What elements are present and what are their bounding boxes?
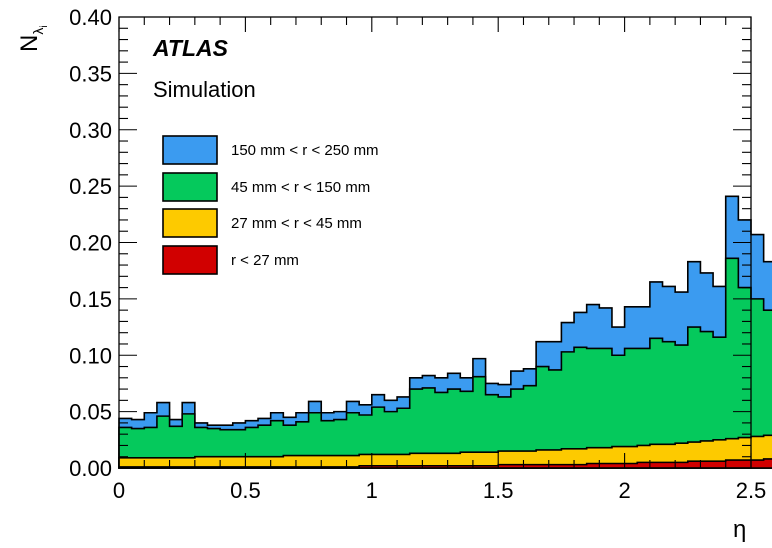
series-area-3: [118, 458, 772, 469]
x-tick-label: 2.5: [736, 478, 767, 503]
axis-ticks: [118, 16, 752, 469]
y-tick-label: 0.00: [69, 456, 112, 481]
legend: 150 mm < r < 250 mm 45 mm < r < 150 mm 27 …: [162, 135, 379, 275]
y-axis-title-subscript: λ: [30, 28, 46, 35]
x-tick-label: 0: [113, 478, 125, 503]
y-tick-label: 0.05: [69, 400, 112, 425]
x-tick-labels: 0 0.5 1 1.5 2 2.5: [113, 478, 766, 503]
legend-label: r < 27 mm: [231, 252, 299, 269]
svg-text:Nλi: Nλi: [16, 25, 50, 52]
series-area-1: [118, 257, 772, 469]
y-tick-label: 0.10: [69, 343, 112, 368]
y-tick-label: 0.25: [69, 174, 112, 199]
legend-swatch: [162, 135, 218, 165]
x-tick-label: 1: [366, 478, 378, 503]
x-axis-title: η: [733, 516, 746, 543]
legend-swatch: [162, 245, 218, 275]
legend-label: 45 mm < r < 150 mm: [231, 179, 370, 196]
y-axis-title: Nλi: [16, 25, 50, 52]
atlas-label: ATLAS: [152, 35, 229, 61]
simulation-label: Simulation: [153, 77, 256, 102]
stacked-areas: [118, 195, 772, 469]
y-tick-labels: 0.00 0.05 0.10 0.15 0.20 0.25 0.30 0.35 0.40: [69, 5, 112, 481]
legend-swatch: [162, 208, 218, 238]
legend-label: 150 mm < r < 250 mm: [231, 142, 379, 159]
y-tick-label: 0.40: [69, 5, 112, 30]
legend-swatch: [162, 172, 218, 202]
x-tick-label: 2: [618, 478, 630, 503]
x-tick-label: 0.5: [230, 478, 261, 503]
x-tick-label: 1.5: [483, 478, 514, 503]
legend-entry: r < 27 mm: [162, 245, 299, 275]
y-tick-label: 0.30: [69, 118, 112, 143]
y-tick-label: 0.20: [69, 231, 112, 256]
y-axis-title-subsubscript: i: [39, 25, 50, 27]
legend-label: 27 mm < r < 45 mm: [231, 215, 362, 232]
legend-entry: 45 mm < r < 150 mm: [162, 172, 370, 202]
y-axis-title-main: N: [16, 35, 43, 52]
y-tick-label: 0.35: [69, 61, 112, 86]
series-area-2: [118, 434, 772, 469]
legend-entry: 27 mm < r < 45 mm: [162, 208, 362, 238]
y-tick-label: 0.15: [69, 287, 112, 312]
legend-entry: 150 mm < r < 250 mm: [162, 135, 379, 165]
